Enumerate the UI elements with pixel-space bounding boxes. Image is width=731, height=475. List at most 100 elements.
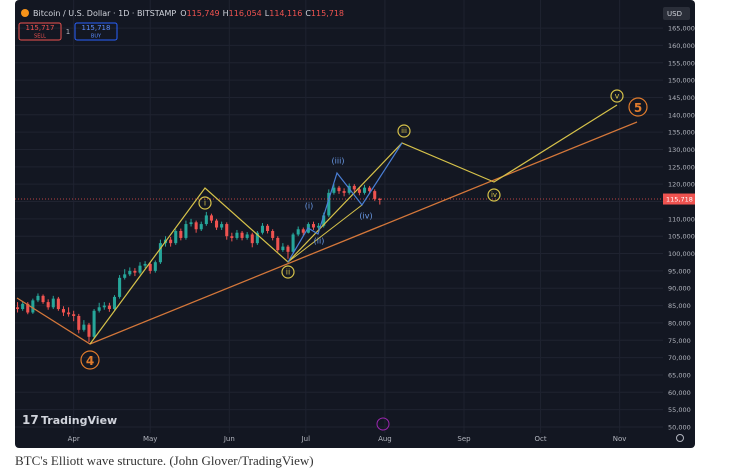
last-price-label: 115,718	[666, 196, 693, 204]
candle-body	[368, 187, 372, 192]
buy-label[interactable]: BUY	[91, 34, 102, 40]
wave-label: iv	[491, 191, 497, 199]
candle-body	[102, 305, 106, 308]
candle-body	[174, 230, 178, 244]
candle-body	[179, 230, 183, 238]
replay-icon[interactable]	[376, 417, 390, 431]
candle-body	[169, 239, 173, 244]
sell-label[interactable]: SELL	[34, 34, 46, 40]
candle-body	[199, 224, 203, 230]
candle-body	[215, 220, 219, 228]
candle-body	[112, 296, 117, 310]
x-tick-label: Aug	[378, 435, 392, 443]
wave-circle	[628, 97, 648, 117]
candle-body	[286, 246, 290, 252]
candle-body	[51, 298, 55, 308]
chart: 50,000 55,000 60,000 65,000 70,000 75,000 80,0…	[15, 0, 695, 448]
candle-body	[281, 246, 285, 251]
x-tick-label: Nov	[613, 435, 627, 443]
candle-body	[21, 303, 25, 310]
wave-label: v	[615, 92, 620, 101]
y-tick-label: 150,000	[668, 77, 695, 85]
candle-body	[250, 234, 254, 244]
candle-body	[189, 222, 193, 225]
y-tick-label: 155,000	[668, 59, 695, 67]
ohlc-value: 115,749	[187, 9, 220, 18]
candle-body	[240, 232, 244, 238]
y-tick-label: 55,000	[668, 406, 691, 414]
candle-body	[123, 274, 127, 278]
settings-icon[interactable]	[676, 434, 684, 442]
wave-label: (iii)	[332, 157, 345, 166]
buy-price[interactable]: 115,718	[82, 24, 111, 32]
candle-body	[378, 198, 382, 200]
candle-body	[296, 229, 300, 235]
y-tick-label: 65,000	[668, 371, 691, 379]
buy-button[interactable]	[74, 22, 118, 41]
candle-body	[153, 262, 157, 271]
y-tick-label: 70,000	[668, 354, 691, 362]
candle-body	[77, 315, 81, 330]
candle-body	[209, 215, 213, 221]
y-tick-label: 90,000	[668, 285, 691, 293]
candle-body	[128, 270, 132, 275]
candle-body	[322, 215, 326, 226]
sell-price[interactable]: 115,717	[26, 24, 55, 32]
y-tick-label: 140,000	[668, 111, 695, 119]
symbol: Bitcoin / U.S. Dollar · 1D · BITSTAMP O11…	[33, 9, 344, 18]
last-price-box	[663, 193, 695, 205]
wave-circle	[80, 350, 100, 370]
x-tick-label: Jul	[301, 435, 311, 443]
y-tick-label: 75,000	[668, 337, 691, 345]
candle-body	[82, 324, 86, 330]
wave-label: ii	[286, 268, 290, 277]
wave-label: (i)	[305, 202, 313, 211]
candle-body	[220, 224, 224, 228]
candle-body	[41, 295, 45, 303]
y-tick-label: 145,000	[668, 94, 695, 102]
candle-body	[184, 224, 188, 238]
logo-icon: 17	[22, 413, 39, 427]
ohlc-value: 115,718	[311, 9, 344, 18]
wave-circle	[397, 124, 411, 138]
candle-body	[72, 314, 76, 316]
candle-body	[352, 185, 356, 190]
wave-label: 4	[86, 354, 94, 368]
candle-body	[26, 303, 30, 313]
y-tick-label: 165,000	[668, 25, 695, 33]
y-tick-label: 125,000	[668, 163, 695, 171]
candle-body	[332, 187, 336, 193]
symbol-text: Bitcoin / U.S. Dollar · 1D · BITSTAMP	[33, 9, 176, 18]
grid: 50,000 55,000 60,000 65,000 70,000 75,000 80,0…	[15, 0, 695, 443]
currency[interactable]: USD	[667, 10, 682, 18]
wave-label: i	[204, 199, 206, 208]
y-tick-label: 85,000	[668, 302, 691, 310]
currency-box[interactable]	[663, 7, 690, 20]
candle-body	[271, 230, 275, 238]
wave-circle	[487, 188, 501, 202]
candle-body	[230, 236, 234, 238]
candle-body	[357, 189, 361, 193]
ohlc-key: L	[265, 9, 270, 18]
sell-button[interactable]	[18, 22, 62, 41]
wave-label: 5	[634, 101, 642, 115]
y-tick-label: 110,000	[668, 215, 695, 223]
candle-body	[118, 277, 122, 297]
y-tick-label: 60,000	[668, 389, 691, 397]
candle-body	[225, 224, 229, 237]
wave-circle	[610, 89, 624, 103]
candle-body	[266, 225, 270, 231]
candle-body	[194, 222, 198, 230]
candle-body	[92, 310, 96, 337]
candle-body	[260, 225, 264, 233]
wave-circle	[198, 196, 212, 210]
x-tick-label: Oct	[534, 435, 546, 443]
candle-body	[87, 324, 91, 337]
candle-body	[311, 224, 316, 228]
candle-body	[291, 234, 295, 252]
wave-line	[287, 204, 363, 263]
candle-body	[301, 229, 305, 233]
candle-body	[362, 187, 367, 193]
wave-labels: 4 i ii (i) (ii) (iii) (iv) iii iv v 5	[86, 92, 642, 369]
